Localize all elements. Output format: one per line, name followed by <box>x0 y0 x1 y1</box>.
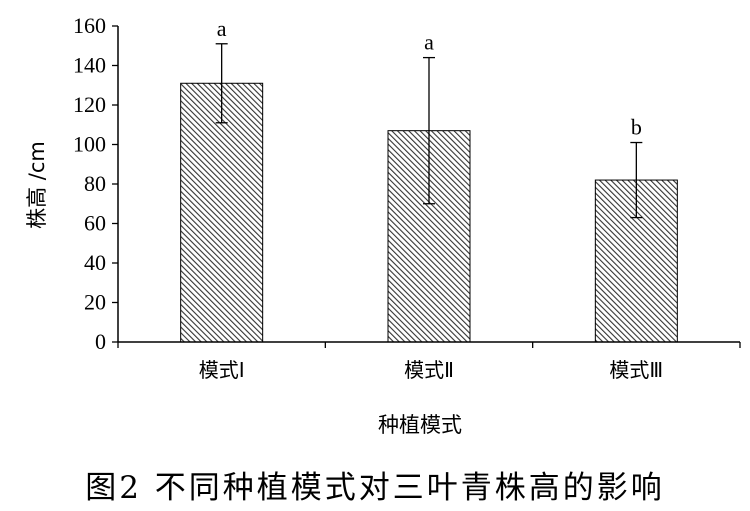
y-axis-title: 株高 /cm <box>25 141 49 229</box>
y-tick-label-9: 160 <box>73 13 106 38</box>
error-bars-layer <box>215 43 643 219</box>
y-tick-label-1: 0 <box>95 329 106 354</box>
y-tick-label-4: 60 <box>84 211 106 236</box>
labels-layer: a 模式Ⅰ a 模式Ⅱ b 模式Ⅲ 0 20 40 60 80 100 120 140 160 <box>73 13 663 382</box>
bar-1 <box>180 82 264 343</box>
x-axis-title: 种植模式 <box>378 413 462 437</box>
x-tick-label-2: 模式Ⅱ <box>404 358 454 382</box>
y-tick-label-6: 100 <box>73 132 106 157</box>
y-tick-label-3: 40 <box>84 250 106 275</box>
x-tick-label-3: 模式Ⅲ <box>609 358 663 382</box>
significance-label-1: a <box>217 16 227 41</box>
significance-label-2: a <box>424 30 434 55</box>
bar-chart: a 模式Ⅰ a 模式Ⅱ b 模式Ⅲ 0 20 40 60 80 100 120 140 160 种植模式 株… <box>25 13 741 437</box>
y-tick-label-5: 80 <box>84 171 106 196</box>
y-tick-label-7: 120 <box>73 92 106 117</box>
y-tick-label-2: 20 <box>84 290 106 315</box>
axes-layer <box>112 25 741 348</box>
x-tick-label-1: 模式Ⅰ <box>199 358 245 382</box>
significance-label-3: b <box>631 115 642 140</box>
figure-caption: 图2 不同种植模式对三叶青株高的影响 <box>85 470 665 506</box>
y-tick-label-8: 140 <box>73 53 106 78</box>
